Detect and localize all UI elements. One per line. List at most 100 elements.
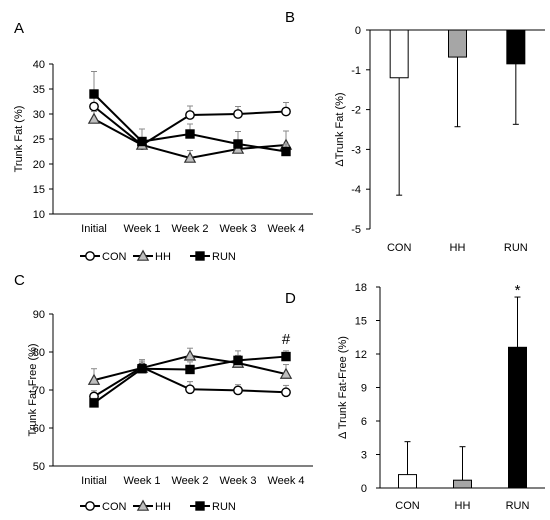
legend: CON HH RUN <box>80 499 236 513</box>
data-point <box>183 151 197 163</box>
y-axis-label: Trunk Fat (%) <box>13 106 25 173</box>
data-point <box>87 373 101 385</box>
y-tick-label: 0 <box>361 483 367 495</box>
data-point <box>89 101 99 112</box>
y-tick-label: 6 <box>361 416 367 428</box>
y-tick-label: 50 <box>33 461 45 473</box>
y-tick-label: 15 <box>355 316 367 328</box>
data-point <box>233 139 243 149</box>
legend-marker <box>195 501 205 511</box>
x-tick-label: CON <box>387 242 412 254</box>
x-tick-label: Week 1 <box>123 475 160 487</box>
x-tick-label: Week 2 <box>171 223 208 235</box>
panel-d: D 0 3 6 9 12 15 18 Δ Trunk Fat-Free (%) CON HH RUN * <box>285 282 545 512</box>
data-point <box>281 106 291 117</box>
y-axis-label: Δ Trunk Fat-Free (%) <box>337 336 349 439</box>
y-tick-label: -4 <box>351 184 361 196</box>
data-point <box>137 364 147 374</box>
legend-label: HH <box>155 501 171 513</box>
y-tick-label: -2 <box>351 105 361 117</box>
x-tick-label: RUN <box>504 242 528 254</box>
bar <box>398 474 417 489</box>
data-point <box>185 384 195 395</box>
y-axis-label: ΔTrunk Fat (%) <box>334 92 346 166</box>
y-tick-label: 10 <box>33 209 45 221</box>
bar <box>506 29 526 65</box>
y-tick-label: 90 <box>33 309 45 321</box>
data-point <box>89 89 99 99</box>
data-point <box>233 355 243 366</box>
data-point <box>279 367 293 379</box>
y-tick-label: 60 <box>33 423 45 435</box>
legend: CON HH RUN <box>80 249 236 263</box>
x-tick-label: Initial <box>81 475 107 487</box>
x-tick-label: HH <box>450 242 466 254</box>
y-tick-label: 25 <box>33 134 45 146</box>
bar <box>448 29 467 58</box>
panel-b: B 0 -1 -2 -3 -4 -5 ΔTrunk Fat (%) CON HH RUN <box>285 9 545 254</box>
legend-marker <box>136 499 150 511</box>
legend-label: CON <box>102 251 127 263</box>
legend-label: CON <box>102 501 127 513</box>
data-point <box>89 398 99 408</box>
y-tick-label: -3 <box>351 144 361 156</box>
legend-label: RUN <box>212 501 236 513</box>
panel-c: C 50 60 70 80 90 Trunk Fat-Free (%) Initial Week… <box>14 272 313 487</box>
y-tick-label: 12 <box>355 349 367 361</box>
bar <box>453 479 472 489</box>
series-line <box>93 93 287 153</box>
legend-marker <box>85 251 95 261</box>
x-tick-label: Week 2 <box>171 475 208 487</box>
panel-a: A 10 15 20 25 30 35 40 Trunk Fat (%) Initial Week … <box>13 20 313 235</box>
panel-letter: D <box>285 290 296 307</box>
x-tick-label: CON <box>395 500 420 512</box>
legend-label: HH <box>155 251 171 263</box>
series-run <box>89 71 291 157</box>
y-tick-label: 70 <box>33 385 45 397</box>
significance-marker: * <box>515 282 521 299</box>
legend-marker <box>136 249 150 261</box>
bar <box>508 346 527 489</box>
data-point <box>137 136 147 147</box>
y-tick-label: 15 <box>33 184 45 196</box>
y-tick-label: 80 <box>33 347 45 359</box>
y-tick-label: 35 <box>33 84 45 96</box>
data-point <box>281 146 291 157</box>
y-tick-label: 0 <box>355 25 361 37</box>
data-point <box>233 109 243 119</box>
panel-letter: C <box>14 272 25 289</box>
x-tick-label: HH <box>455 500 471 512</box>
y-tick-label: 3 <box>361 450 367 462</box>
data-point <box>281 387 291 398</box>
x-tick-label: Week 4 <box>267 475 304 487</box>
data-point <box>185 110 195 120</box>
panel-letter: B <box>285 9 295 26</box>
x-tick-label: Week 1 <box>123 223 160 235</box>
significance-marker: # <box>282 331 291 348</box>
series-con <box>89 93 291 150</box>
y-tick-label: 20 <box>33 159 45 171</box>
data-point <box>281 351 291 362</box>
data-point <box>87 112 101 124</box>
bar <box>389 29 409 79</box>
y-tick-label: 9 <box>361 383 367 395</box>
x-tick-label: RUN <box>506 500 530 512</box>
data-point <box>185 364 195 375</box>
data-point <box>233 385 243 396</box>
legend-marker <box>85 501 95 511</box>
data-point <box>183 349 197 361</box>
y-tick-label: 40 <box>33 59 45 71</box>
panel-letter: A <box>14 20 24 37</box>
y-tick-label: 18 <box>355 282 367 294</box>
legend-label: RUN <box>212 251 236 263</box>
y-tick-label: -1 <box>351 65 361 77</box>
legend-marker <box>195 251 205 261</box>
y-tick-label: 30 <box>33 109 45 121</box>
data-point <box>185 129 195 139</box>
y-axis-label: Trunk Fat-Free (%) <box>27 343 39 436</box>
x-tick-label: Week 4 <box>267 223 304 235</box>
x-tick-label: Week 3 <box>219 475 256 487</box>
x-tick-label: Initial <box>81 223 107 235</box>
series-run <box>89 350 291 408</box>
x-tick-label: Week 3 <box>219 223 256 235</box>
